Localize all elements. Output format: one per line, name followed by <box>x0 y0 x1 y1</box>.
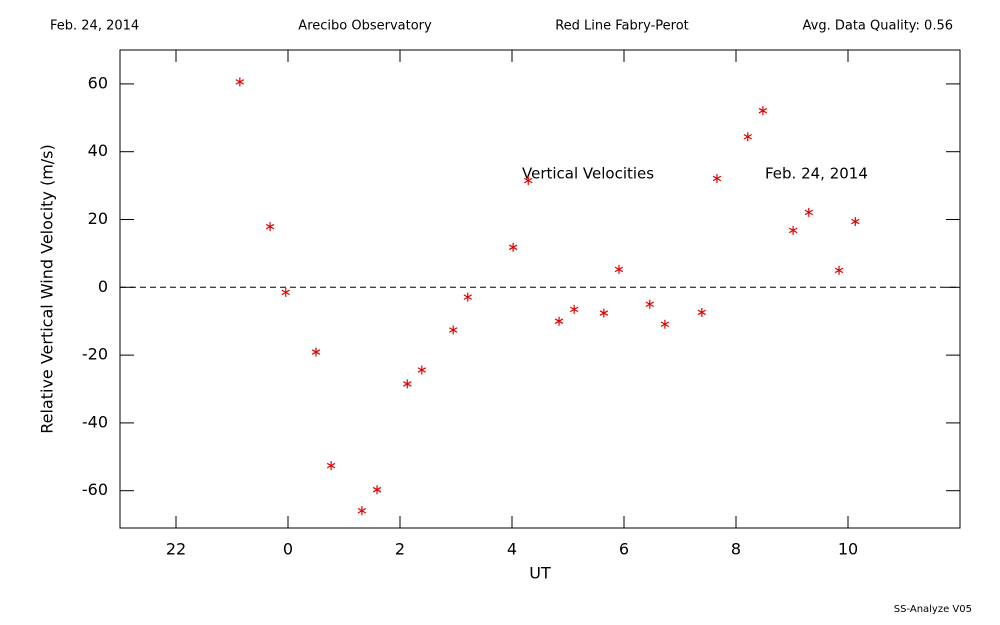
point <box>311 347 321 357</box>
point <box>834 265 844 275</box>
y-tick-label: 20 <box>88 209 108 228</box>
x-tick-label: 0 <box>283 540 293 559</box>
asterisk-stroke <box>448 327 458 333</box>
point <box>281 287 290 297</box>
y-tick-label: 60 <box>88 73 108 92</box>
asterisk-stroke <box>614 266 624 273</box>
point <box>265 222 275 232</box>
x-tick-label: 6 <box>619 540 629 559</box>
point <box>326 461 336 471</box>
annotation: Feb. 24, 2014 <box>765 165 868 183</box>
header-instrument: Red Line Fabry-Perot <box>555 19 689 34</box>
point <box>417 365 427 375</box>
point <box>712 173 722 183</box>
asterisk-stroke <box>403 381 412 387</box>
asterisk-stroke <box>508 244 518 251</box>
point <box>660 319 670 329</box>
point <box>524 176 533 186</box>
point <box>357 506 367 516</box>
asterisk-stroke <box>281 289 290 296</box>
point <box>645 299 654 309</box>
asterisk-stroke <box>851 218 860 225</box>
point <box>697 307 707 317</box>
y-axis-label: Relative Vertical Wind Velocity (m/s) <box>38 144 57 434</box>
y-tick-label: -40 <box>82 412 108 431</box>
footer: SS-Analyze V05 <box>894 604 972 615</box>
asterisk-stroke <box>417 367 427 373</box>
y-tick-label: -60 <box>82 480 108 499</box>
point <box>804 207 814 217</box>
asterisk-stroke <box>265 223 275 230</box>
asterisk-stroke <box>804 209 814 216</box>
x-tick-label: 10 <box>838 540 858 559</box>
point <box>758 106 768 116</box>
asterisk-stroke <box>357 507 367 514</box>
asterisk-stroke <box>554 318 564 324</box>
point <box>788 225 798 235</box>
point <box>235 77 245 87</box>
point <box>851 217 860 227</box>
point <box>599 308 609 318</box>
asterisk-stroke <box>743 134 752 140</box>
asterisk-stroke <box>834 267 844 274</box>
point <box>743 132 752 142</box>
x-tick-label: 22 <box>166 540 186 559</box>
asterisk-stroke <box>645 301 654 308</box>
y-tick-label: 0 <box>98 277 108 296</box>
asterisk-stroke <box>311 349 321 355</box>
point <box>569 304 579 314</box>
annotation: Vertical Velocities <box>522 165 654 183</box>
asterisk-stroke <box>569 306 579 313</box>
x-axis-label: UT <box>529 564 551 583</box>
point <box>614 264 624 274</box>
x-tick-label: 4 <box>507 540 517 559</box>
asterisk-stroke <box>463 294 472 300</box>
x-tick-label: 2 <box>395 540 405 559</box>
asterisk-stroke <box>326 462 336 469</box>
point <box>554 316 564 326</box>
asterisk-stroke <box>712 175 722 182</box>
x-tick-label: 8 <box>731 540 741 559</box>
asterisk-stroke <box>524 177 533 184</box>
asterisk-stroke <box>599 310 609 316</box>
point <box>463 292 472 302</box>
asterisk-stroke <box>788 227 798 234</box>
asterisk-stroke <box>758 107 768 114</box>
point <box>508 242 518 252</box>
header-quality: Avg. Data Quality: 0.56 <box>803 19 953 34</box>
asterisk-stroke <box>372 486 382 493</box>
plot-frame <box>119 49 961 529</box>
asterisk-stroke <box>660 321 670 328</box>
point <box>372 485 382 495</box>
header-date: Feb. 24, 2014 <box>50 19 139 34</box>
header-site: Arecibo Observatory <box>298 19 432 34</box>
y-tick-label: -20 <box>82 345 108 364</box>
point <box>448 325 458 335</box>
point <box>403 379 412 389</box>
asterisk-stroke <box>235 79 245 85</box>
asterisk-stroke <box>697 309 707 316</box>
y-tick-label: 40 <box>88 141 108 160</box>
